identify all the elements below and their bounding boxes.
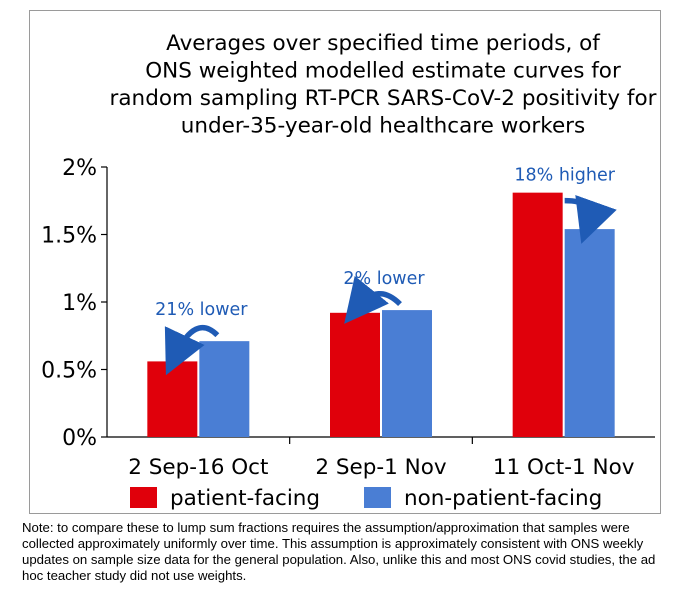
annotation-label: 18% higher: [514, 166, 615, 186]
annotation-arrow: [564, 195, 617, 244]
bar-patient-facing: [330, 312, 380, 437]
legend: patient-facing non-patient-facing: [130, 486, 602, 511]
chart-title-line: Averages over specified time periods, of: [166, 31, 600, 56]
y-tick-label: 2%: [62, 156, 97, 181]
chart-title-line: ONS weighted modelled estimate curves fo…: [145, 59, 621, 84]
annotations: 21% lower 2% lower 18% higher: [155, 166, 617, 376]
x-tick-label: 11 Oct-1 Nov: [493, 455, 635, 480]
bar-non-patient-facing: [382, 310, 432, 437]
annotation-arrow: [164, 324, 220, 376]
footnote: Note: to compare these to lump sum fract…: [22, 520, 656, 583]
chart-title-line: random sampling RT-PCR SARS-CoV-2 positi…: [110, 86, 657, 111]
y-tick-label: 1%: [62, 291, 97, 316]
legend-swatch: [364, 487, 391, 508]
chart: Averages over specified time periods, of…: [41, 31, 657, 511]
bar-patient-facing: [147, 361, 198, 437]
chart-frame: [29, 10, 661, 514]
bar-non-patient-facing: [564, 229, 615, 437]
bar-patient-facing: [512, 192, 563, 437]
bars: [147, 192, 615, 437]
chart-title: Averages over specified time periods, of…: [110, 31, 657, 139]
x-tick-label: 2 Sep-16 Oct: [128, 455, 268, 480]
annotation-label: 21% lower: [155, 300, 248, 320]
bar-non-patient-facing: [199, 341, 250, 437]
annotation-label: 2% lower: [343, 269, 425, 289]
y-tick-label: 0%: [62, 426, 97, 451]
legend-swatch: [130, 487, 157, 508]
y-tick-label: 0.5%: [41, 359, 97, 384]
y-axis: 0% 0.5% 1% 1.5% 2%: [41, 156, 655, 451]
annotation-arrow: [344, 275, 402, 324]
x-axis-labels: 2 Sep-16 Oct 2 Sep-1 Nov 11 Oct-1 Nov: [128, 455, 634, 480]
chart-title-line: under-35-year-old healthcare workers: [181, 114, 585, 139]
legend-label: non-patient-facing: [404, 486, 602, 511]
x-tick-label: 2 Sep-1 Nov: [315, 455, 447, 480]
legend-label: patient-facing: [170, 486, 320, 511]
y-tick-label: 1.5%: [41, 224, 97, 249]
